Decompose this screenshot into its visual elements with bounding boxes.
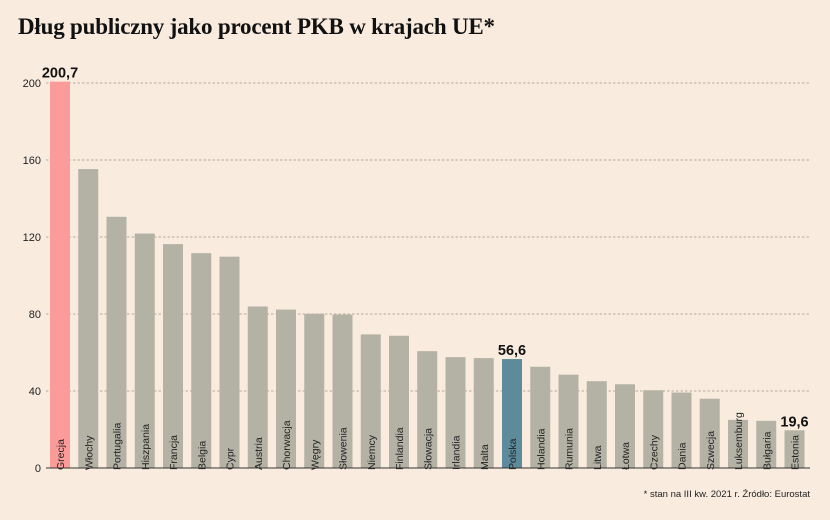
bar-17 (530, 366, 551, 468)
category-label: Włochy (83, 435, 95, 470)
category-label: Belgia (196, 441, 208, 470)
y-tick-label: 40 (29, 386, 41, 398)
y-tick-label: 160 (23, 155, 41, 167)
bar-12 (389, 335, 409, 468)
source-footnote: * stan na III kw. 2021 r. Źródło: Eurost… (643, 489, 810, 500)
category-label: Austria (253, 437, 265, 470)
category-label: Słowenia (338, 427, 350, 470)
data-labels: 200,7 56,6 19,6 (42, 66, 809, 431)
gridlines (46, 82, 810, 392)
bar-23 (699, 398, 720, 468)
category-label: Luksemburg (733, 412, 745, 470)
category-label: Estonia (790, 435, 802, 470)
bar-4 (163, 244, 183, 468)
category-label: Czechy (648, 434, 660, 470)
category-label: Słowacja (422, 428, 434, 470)
y-tick-label: 200 (23, 78, 41, 90)
category-label: Rumunia (564, 428, 576, 470)
bar-5 (191, 253, 212, 468)
category-label: Dania (677, 442, 689, 470)
bar-14 (445, 357, 466, 468)
bar-22 (671, 392, 692, 468)
category-label: Szwecja (705, 431, 717, 470)
y-axis-ticks: 0 40 80 120 160 200 (23, 78, 41, 475)
category-label: Litwa (592, 445, 604, 470)
category-label: Łotwa (620, 442, 632, 470)
bar-15 (473, 358, 494, 468)
bar-24 (728, 419, 748, 468)
chart-title: Dług publiczny jako procent PKB w krajac… (18, 14, 495, 39)
category-label: Finlandia (394, 427, 406, 470)
bar-21 (643, 390, 664, 468)
bars (50, 81, 805, 469)
category-label: Irlandia (451, 435, 463, 470)
bar-0 (50, 81, 70, 468)
category-label: Portugalia (112, 423, 124, 470)
bar-3 (134, 233, 155, 468)
bar-7 (247, 306, 268, 468)
category-label: Malta (479, 444, 491, 470)
category-label: Chorwacja (281, 420, 293, 470)
bar-19 (586, 381, 607, 468)
category-label: Holandia (535, 428, 547, 470)
category-label: Niemcy (366, 434, 378, 470)
data-label: 56,6 (498, 343, 526, 359)
category-label: Francja (168, 435, 180, 470)
category-label: Cypr (225, 447, 237, 470)
bar-11 (360, 334, 381, 468)
bar-10 (332, 314, 353, 468)
category-label: Grecja (55, 439, 67, 470)
category-label: Węgry (309, 439, 321, 470)
bar-25 (756, 420, 777, 468)
bar-6 (219, 256, 240, 468)
bar-1 (78, 169, 99, 469)
category-label: Polska (507, 438, 519, 470)
bar-16 (502, 359, 522, 468)
category-label: Bułgaria (761, 431, 773, 470)
y-tick-label: 80 (29, 309, 41, 321)
data-label: 19,6 (780, 414, 808, 430)
bar-2 (106, 216, 127, 468)
bar-20 (615, 384, 635, 468)
bar-8 (276, 309, 296, 468)
bar-18 (558, 374, 579, 468)
bar-26 (784, 430, 805, 468)
y-tick-label: 0 (35, 463, 41, 475)
data-label: 200,7 (42, 66, 78, 82)
category-labels: Grecja Włochy Portugalia Hiszpania Francja Be… (55, 412, 802, 470)
y-tick-label: 120 (23, 232, 41, 244)
bar-9 (304, 313, 325, 468)
category-label: Hiszpania (140, 424, 152, 470)
bar-13 (417, 351, 438, 468)
